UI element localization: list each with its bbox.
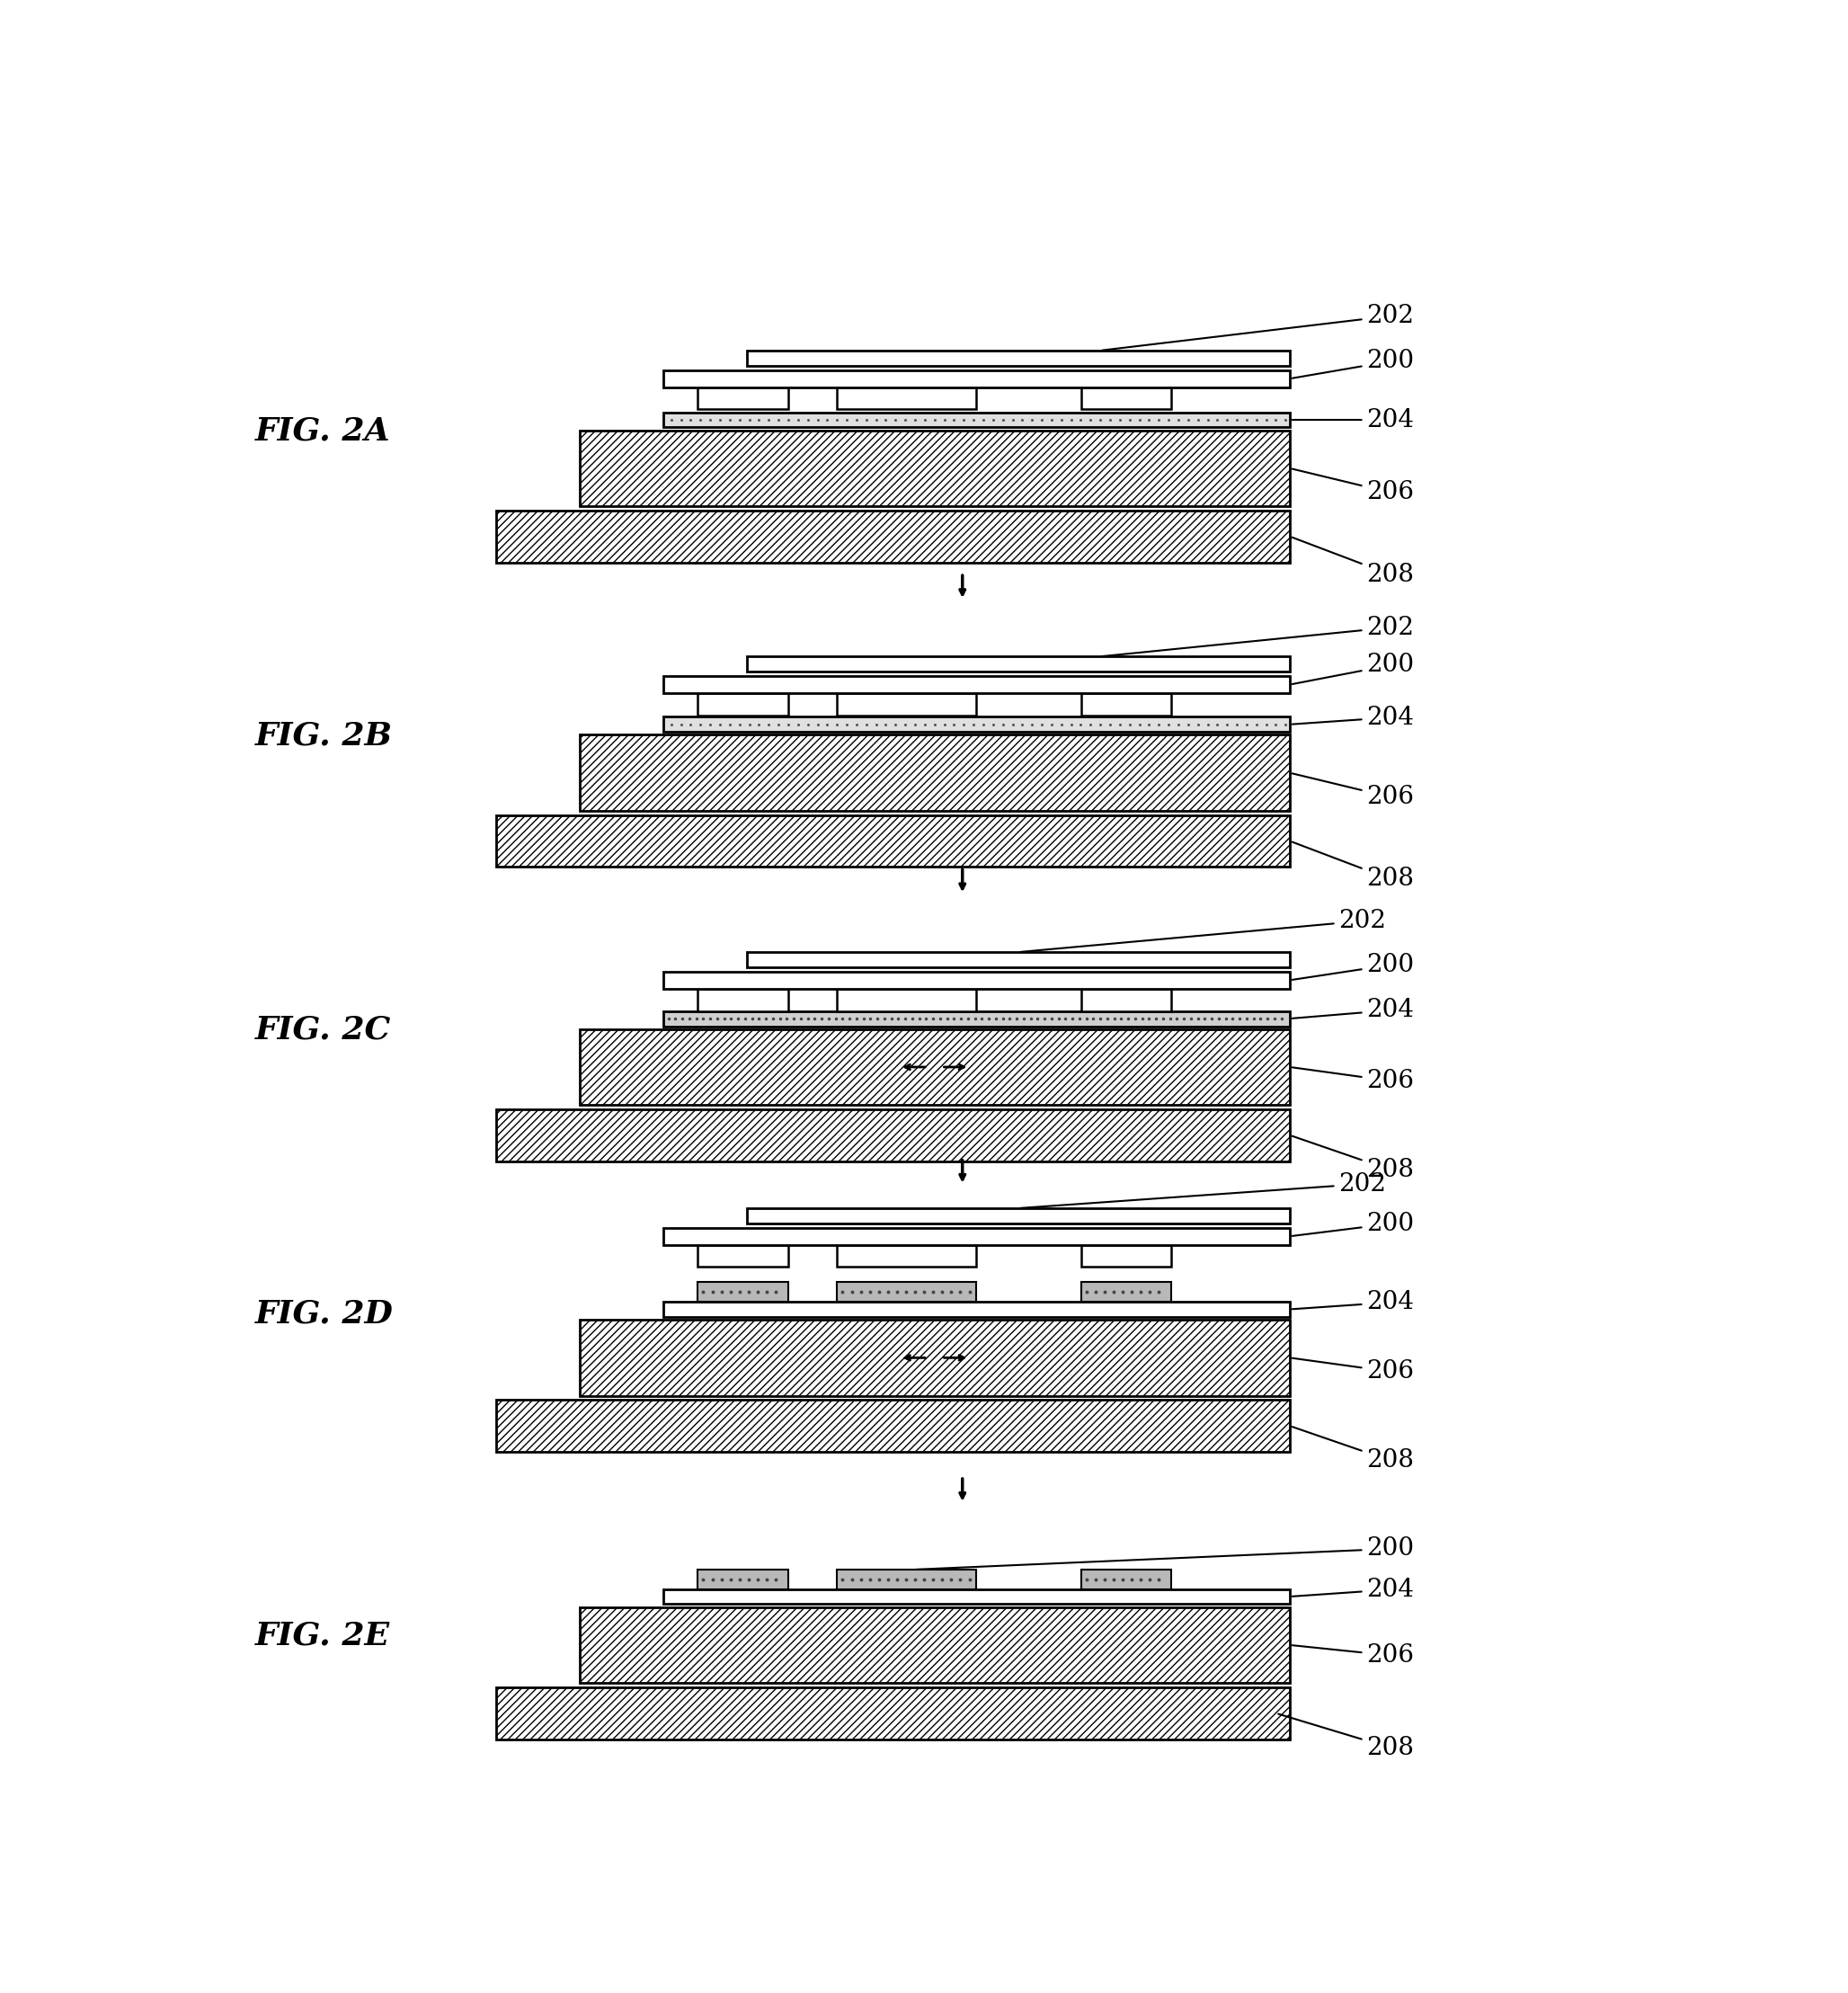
- Text: 200: 200: [1292, 349, 1414, 379]
- Text: 204: 204: [1292, 409, 1414, 432]
- Bar: [663, 371, 1290, 387]
- Bar: [747, 351, 1290, 367]
- Bar: [837, 1570, 976, 1588]
- Text: 200: 200: [1292, 1212, 1414, 1236]
- Bar: [578, 1606, 1290, 1684]
- Text: 204: 204: [1292, 998, 1414, 1022]
- Bar: [1081, 1246, 1172, 1268]
- Text: FIG. 2C: FIG. 2C: [255, 1014, 392, 1044]
- Bar: [663, 971, 1290, 989]
- Text: 202: 202: [1020, 909, 1386, 953]
- Bar: [837, 1281, 976, 1301]
- Text: 202: 202: [1020, 1172, 1386, 1208]
- Bar: [663, 413, 1290, 427]
- Text: FIG. 2E: FIG. 2E: [255, 1620, 390, 1650]
- Bar: [1081, 387, 1172, 409]
- Bar: [495, 510, 1290, 562]
- Text: 200: 200: [1292, 953, 1414, 981]
- Bar: [837, 387, 976, 409]
- Text: 206: 206: [1292, 1068, 1414, 1092]
- Bar: [699, 989, 789, 1010]
- Bar: [747, 656, 1290, 672]
- Bar: [699, 1281, 789, 1301]
- Text: 208: 208: [1292, 1427, 1414, 1473]
- Bar: [578, 1319, 1290, 1395]
- Text: 206: 206: [1292, 1357, 1414, 1383]
- Text: 208: 208: [1292, 538, 1414, 586]
- Bar: [1081, 1281, 1172, 1301]
- Text: 204: 204: [1292, 706, 1414, 729]
- Bar: [495, 1688, 1290, 1740]
- Bar: [578, 430, 1290, 506]
- Bar: [663, 1588, 1290, 1604]
- Text: 204: 204: [1292, 1578, 1414, 1602]
- Bar: [578, 735, 1290, 811]
- Bar: [663, 717, 1290, 731]
- Text: FIG. 2A: FIG. 2A: [255, 417, 390, 446]
- Bar: [699, 694, 789, 715]
- Bar: [495, 1110, 1290, 1162]
- Text: 208: 208: [1292, 841, 1414, 891]
- Bar: [663, 1010, 1290, 1026]
- Text: 208: 208: [1292, 1136, 1414, 1182]
- Bar: [578, 1028, 1290, 1104]
- Bar: [663, 676, 1290, 694]
- Text: 206: 206: [1292, 773, 1414, 809]
- Bar: [837, 989, 976, 1010]
- Bar: [837, 694, 976, 715]
- Bar: [495, 1399, 1290, 1451]
- Bar: [1081, 989, 1172, 1010]
- Bar: [663, 1228, 1290, 1246]
- Text: 202: 202: [1101, 303, 1414, 351]
- Text: 204: 204: [1292, 1289, 1414, 1315]
- Text: 206: 206: [1292, 1644, 1414, 1668]
- Text: 206: 206: [1292, 468, 1414, 504]
- Text: FIG. 2B: FIG. 2B: [255, 719, 394, 751]
- Bar: [747, 1208, 1290, 1224]
- Text: 200: 200: [917, 1537, 1414, 1568]
- Bar: [699, 387, 789, 409]
- Bar: [1081, 1570, 1172, 1588]
- Bar: [1081, 694, 1172, 715]
- Text: 202: 202: [1101, 616, 1414, 656]
- Bar: [495, 815, 1290, 867]
- Text: 200: 200: [1292, 654, 1414, 684]
- Bar: [747, 953, 1290, 967]
- Bar: [699, 1246, 789, 1268]
- Text: 208: 208: [1279, 1714, 1414, 1760]
- Bar: [699, 1570, 789, 1588]
- Text: FIG. 2D: FIG. 2D: [255, 1297, 394, 1329]
- Bar: [663, 1301, 1290, 1317]
- Bar: [837, 1246, 976, 1268]
